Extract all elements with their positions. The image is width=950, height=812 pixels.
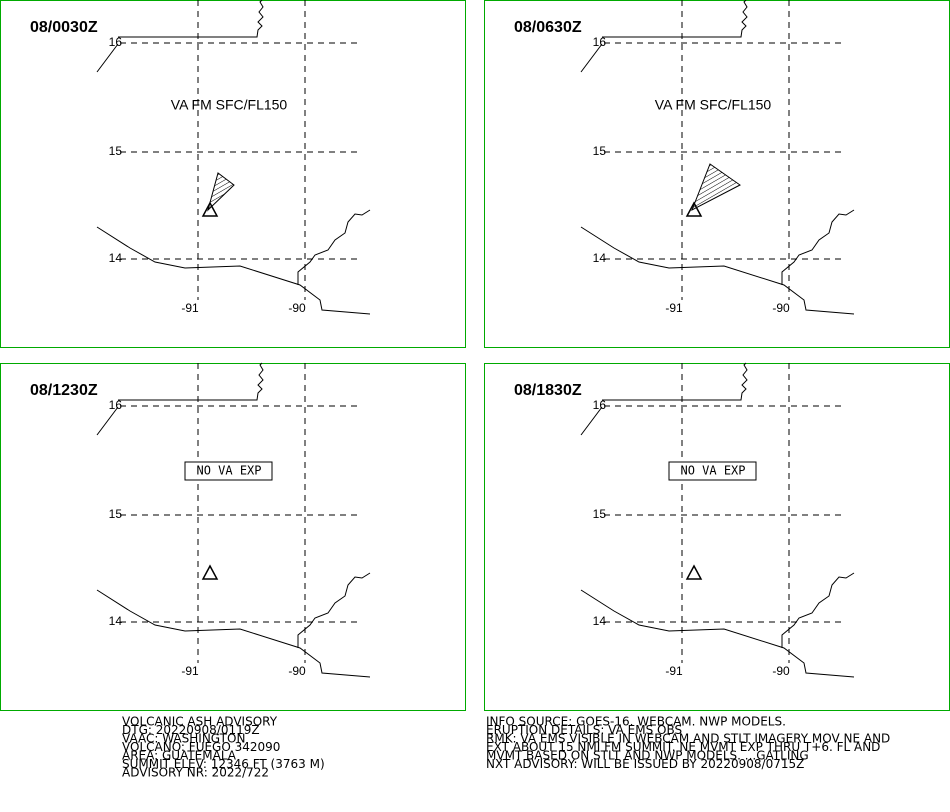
lat-label: 15 xyxy=(109,507,123,521)
lat-label: 15 xyxy=(593,507,607,521)
footer-line: RMK: VA EMS VISIBLE IN WEBCAM AND STLT I… xyxy=(486,732,890,746)
lon-label: -90 xyxy=(288,664,306,678)
lon-label: -91 xyxy=(665,664,683,678)
volcano xyxy=(201,201,219,217)
panel-border xyxy=(484,363,950,711)
lon-label: -90 xyxy=(772,301,790,315)
time-label: 08/1230Z xyxy=(30,382,98,399)
volcano xyxy=(201,564,219,580)
coastline xyxy=(96,226,371,315)
lat-label: 14 xyxy=(593,251,607,265)
lat-label: 14 xyxy=(593,614,607,628)
panel-border xyxy=(0,0,466,348)
footer-line: INFO SOURCE: GOES-16. WEBCAM. NWP MODELS… xyxy=(486,715,786,729)
coastline xyxy=(297,209,371,285)
map-panel: 16 15 14 -91 -90 08/1230Z NO VA EXP xyxy=(0,362,466,711)
footer-line: NXT ADVISORY: WILL BE ISSUED BY 20220908… xyxy=(486,757,804,771)
lat-label: 16 xyxy=(593,35,607,49)
border xyxy=(602,0,748,38)
coastline xyxy=(781,572,855,648)
map-panel: 16 15 14 -91 -90 08/0630Z VA FM SFC/FL150 xyxy=(484,0,950,348)
coastline xyxy=(96,589,371,678)
annotation: NO VA EXP xyxy=(196,464,261,478)
map-panel: 16 15 14 -91 -90 08/0030Z VA FM SFC/FL150 xyxy=(0,0,466,348)
lat-label: 14 xyxy=(109,614,123,628)
annotation-box xyxy=(668,461,757,481)
annotation: VA FM SFC/FL150 xyxy=(655,97,772,113)
coastline xyxy=(580,226,855,315)
border xyxy=(96,43,119,73)
panel-border xyxy=(0,363,466,711)
lon-label: -90 xyxy=(772,664,790,678)
lon-label: -91 xyxy=(181,301,199,315)
lat-label: 14 xyxy=(109,251,123,265)
border xyxy=(602,362,748,401)
annotation-box xyxy=(184,461,273,481)
lat-label: 15 xyxy=(109,144,123,158)
footer-line: MVMT BASED ON STLT AND NWP MODELS. ...GA… xyxy=(486,749,809,763)
lon-label: -91 xyxy=(665,301,683,315)
coastline xyxy=(580,589,855,678)
ash-cloud xyxy=(691,163,741,212)
footer-line: DTG: 20220908/0119Z xyxy=(122,723,260,737)
volcano xyxy=(685,564,703,580)
footer-line: AREA: GUATEMALA xyxy=(122,749,237,763)
time-label: 08/0630Z xyxy=(514,19,582,36)
footer-line: ADVISORY NR: 2022/722 xyxy=(122,766,269,780)
footer-line: EXT ABOUT 15 NMI FM SUMMIT. NE MVMT EXP … xyxy=(486,740,880,754)
lat-label: 16 xyxy=(109,35,123,49)
map-panel: 16 15 14 -91 -90 08/1830Z NO VA EXP xyxy=(484,362,950,711)
ash-cloud xyxy=(207,172,235,212)
lat-label: 15 xyxy=(593,144,607,158)
lat-label: 16 xyxy=(593,398,607,412)
footer-line: SUMMIT ELEV: 12346 FT (3763 M) xyxy=(122,757,325,771)
volcano xyxy=(685,201,703,217)
annotation: VA FM SFC/FL150 xyxy=(171,97,288,113)
footer-line: VOLCANIC ASH ADVISORY xyxy=(122,715,278,729)
footer-line: VOLCANO: FUEGO 342090 xyxy=(122,740,280,754)
coastline xyxy=(297,572,371,648)
footer-line: VAAC: WASHINGTON xyxy=(122,732,245,746)
footer-line: ERUPTION DETAILS: VA EMS OBS xyxy=(486,723,682,737)
border xyxy=(118,0,264,38)
time-label: 08/1830Z xyxy=(514,382,582,399)
border xyxy=(580,43,603,73)
border xyxy=(580,406,603,436)
lon-label: -91 xyxy=(181,664,199,678)
border xyxy=(118,362,264,401)
time-label: 08/0030Z xyxy=(30,19,98,36)
border xyxy=(96,406,119,436)
lat-label: 16 xyxy=(109,398,123,412)
annotation: NO VA EXP xyxy=(680,464,745,478)
coastline xyxy=(781,209,855,285)
lon-label: -90 xyxy=(288,301,306,315)
